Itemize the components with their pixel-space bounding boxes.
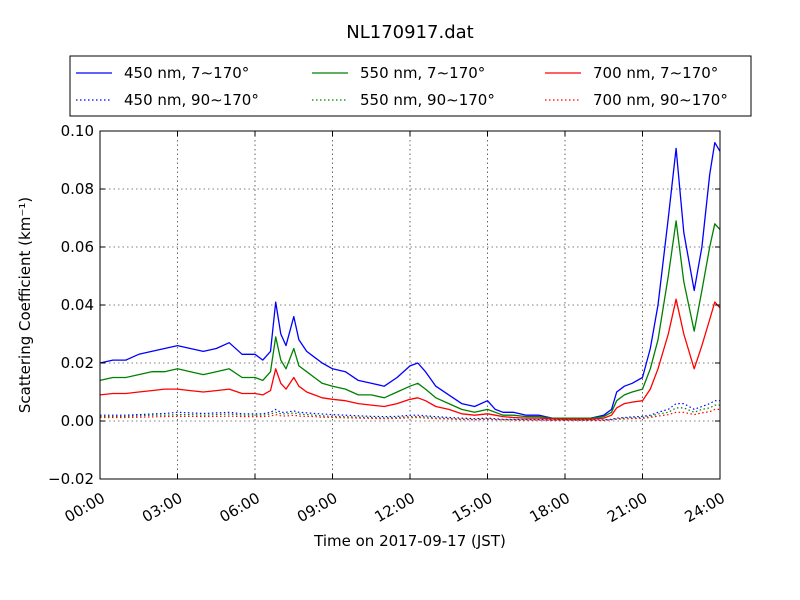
y-tick-label: 0.10 xyxy=(61,122,94,140)
x-tick-label: 09:00 xyxy=(294,489,340,526)
legend-label-4: 700 nm, 7∼170° xyxy=(593,64,718,82)
y-tick-label: −0.02 xyxy=(48,470,94,488)
x-tick-label: 06:00 xyxy=(217,489,263,526)
legend-frame xyxy=(69,55,752,117)
x-tick-label: 00:00 xyxy=(62,489,108,526)
y-tick-label: 0.02 xyxy=(61,354,94,372)
series-line-4 xyxy=(99,298,721,420)
x-tick-label: 15:00 xyxy=(449,489,495,526)
plot-background xyxy=(100,131,720,479)
chart-title: NL170917.dat xyxy=(346,22,473,43)
x-tick-label: 24:00 xyxy=(682,489,728,526)
series-line-1 xyxy=(100,400,720,421)
legend-label-0: 450 nm, 7∼170° xyxy=(124,64,249,82)
series-line-0 xyxy=(99,141,721,419)
legend-label-2: 550 nm, 7∼170° xyxy=(360,64,485,82)
x-tick-label: 03:00 xyxy=(139,489,185,526)
legend-label-5: 700 nm, 90∼170° xyxy=(593,91,728,109)
plot-area: 00:00 03:00 06:00 09:00 12:00 15:00 18:00 21:00… xyxy=(48,122,728,526)
x-tick-label: 18:00 xyxy=(527,489,573,526)
series-group xyxy=(99,141,721,421)
legend-label-3: 550 nm, 90∼170° xyxy=(360,91,495,109)
y-tick-label: 0.04 xyxy=(61,296,94,314)
y-tick-label: 0.06 xyxy=(61,238,94,256)
y-axis-label: Scattering Coefficient (km⁻¹) xyxy=(16,197,34,413)
legend: 450 nm, 7∼170° 450 nm, 90∼170° 550 nm, 7∼1… xyxy=(69,55,752,117)
y-tick-label: 0.08 xyxy=(61,180,94,198)
x-axis-label: Time on 2017-09-17 (JST) xyxy=(313,532,506,550)
x-tick-label: 12:00 xyxy=(372,489,418,526)
series-line-2 xyxy=(99,220,721,419)
x-tick-label: 21:00 xyxy=(604,489,650,526)
y-tick-label: 0.00 xyxy=(61,412,94,430)
legend-label-1: 450 nm, 90∼170° xyxy=(124,91,259,109)
